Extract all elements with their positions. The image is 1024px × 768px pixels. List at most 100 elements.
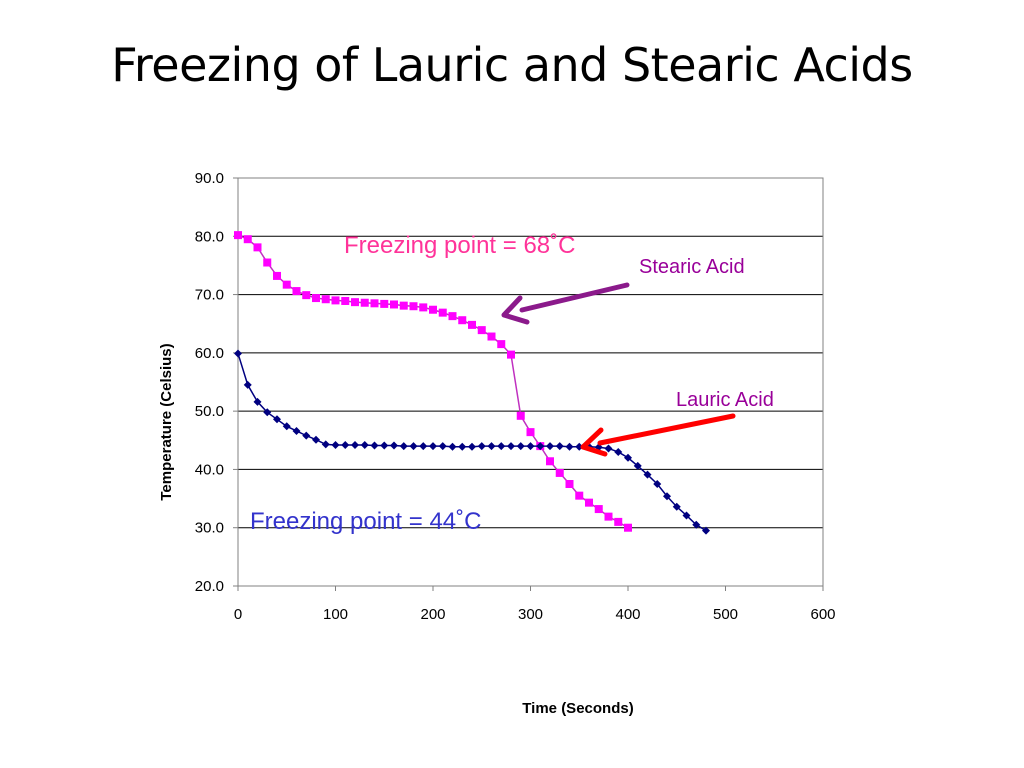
lauric-data-point	[429, 442, 437, 451]
x-tick-label: 100	[323, 606, 348, 623]
stearic-data-point	[458, 316, 467, 325]
y-axis-title: Temperature (Celsius)	[158, 343, 175, 500]
lauric-data-point	[341, 440, 350, 449]
axis-ticks: 20.0 30.0 40.0 50.0 60.0 70.0 80.0 90.0 0 100 200 3…	[195, 170, 836, 623]
stearic-freezing-point-annotation: Freezing point = 68˚C	[344, 232, 575, 259]
lauric-data-point	[516, 442, 525, 451]
lauric-data-point	[331, 440, 340, 449]
x-tick-label: 600	[810, 606, 835, 623]
lauric-data-point	[370, 441, 379, 450]
stearic-data-point	[565, 480, 574, 488]
stearic-data-point	[253, 243, 262, 252]
lauric-data-point	[507, 442, 515, 451]
lauric-data-point	[526, 442, 535, 451]
lauric-data-point	[419, 442, 428, 451]
lauric-data-point	[546, 442, 554, 451]
lauric-data-point	[487, 442, 496, 451]
x-tick-label: 500	[713, 606, 738, 623]
lauric-data-point	[263, 408, 272, 417]
stearic-data-point	[497, 340, 506, 349]
stearic-data-point	[516, 411, 525, 420]
lauric-data-point	[360, 440, 369, 449]
lauric-data-point	[604, 444, 613, 453]
stearic-data-point	[624, 523, 632, 532]
stearic-data-point	[448, 312, 457, 321]
lauric-data-point	[692, 520, 701, 529]
stearic-data-point	[575, 491, 584, 500]
y-tick-label: 70.0	[195, 287, 224, 304]
stearic-freezing-arrow	[501, 282, 630, 325]
lauric-data-point	[390, 441, 398, 450]
lauric-data-point	[702, 526, 710, 535]
lauric-data-point	[663, 492, 671, 501]
lauric-data-point	[292, 426, 301, 435]
stearic-data-point	[234, 231, 242, 240]
stearic-data-point	[380, 299, 389, 308]
lauric-data-point	[458, 442, 467, 451]
y-tick-label: 30.0	[195, 520, 224, 537]
stearic-data-point	[477, 326, 486, 335]
data-series	[234, 231, 710, 535]
lauric-data-point	[380, 441, 389, 450]
stearic-data-point	[302, 291, 311, 300]
x-tick-label: 300	[518, 606, 543, 623]
lauric-data-point	[409, 442, 418, 451]
stearic-data-point	[546, 457, 554, 466]
lauric-data-point	[253, 397, 262, 406]
stearic-data-point	[585, 498, 593, 507]
lauric-data-point	[614, 447, 623, 456]
stearic-data-point	[341, 296, 350, 305]
lauric-series-line	[237, 353, 707, 532]
stearic-data-point	[399, 301, 408, 310]
lauric-freezing-arrow	[580, 413, 736, 457]
stearic-data-point	[370, 299, 379, 308]
y-tick-label: 80.0	[195, 228, 224, 245]
y-tick-label: 50.0	[195, 403, 224, 420]
lauric-data-point	[624, 453, 632, 462]
lauric-data-point	[399, 442, 408, 451]
stearic-data-point	[360, 298, 369, 307]
lauric-data-point	[243, 380, 252, 389]
y-tick-label: 60.0	[195, 345, 224, 362]
lauric-data-point	[643, 470, 652, 479]
stearic-data-point	[487, 332, 496, 341]
lauric-data-point	[448, 442, 457, 451]
lauric-data-point	[653, 480, 662, 488]
lauric-data-point	[351, 440, 359, 449]
stearic-data-point	[312, 294, 320, 303]
stearic-data-point	[263, 258, 272, 267]
lauric-data-point	[468, 442, 476, 451]
stearic-data-point	[594, 505, 603, 514]
lauric-data-point	[555, 442, 564, 451]
y-tick-label: 20.0	[195, 578, 224, 595]
stearic-data-point	[292, 287, 301, 296]
stearic-data-point	[604, 512, 613, 521]
lauric-data-point	[536, 442, 545, 451]
stearic-data-point	[282, 280, 291, 289]
lauric-data-point	[302, 431, 311, 440]
lauric-data-point	[682, 511, 691, 520]
lauric-data-point	[312, 435, 320, 444]
x-tick-label: 0	[234, 606, 242, 623]
lauric-data-point	[497, 442, 506, 451]
stearic-acid-label: Stearic Acid	[639, 256, 745, 278]
lauric-acid-label: Lauric Acid	[676, 389, 774, 411]
lauric-data-point	[672, 502, 681, 511]
x-tick-label: 200	[420, 606, 445, 623]
stearic-data-point	[243, 235, 252, 244]
stearic-data-point	[438, 308, 447, 317]
lauric-data-point	[321, 440, 330, 449]
stearic-data-point	[409, 302, 418, 311]
lauric-data-point	[438, 442, 447, 451]
stearic-data-point	[273, 271, 281, 280]
stearic-data-point	[429, 305, 437, 314]
stearic-data-point	[526, 428, 535, 437]
stearic-data-point	[614, 517, 623, 526]
stearic-data-point	[331, 296, 340, 305]
x-axis-title: Time (Seconds)	[522, 700, 633, 717]
stearic-data-point	[468, 320, 476, 329]
stearic-data-point	[390, 300, 398, 309]
x-tick-label: 400	[615, 606, 640, 623]
lauric-data-point	[565, 442, 574, 451]
